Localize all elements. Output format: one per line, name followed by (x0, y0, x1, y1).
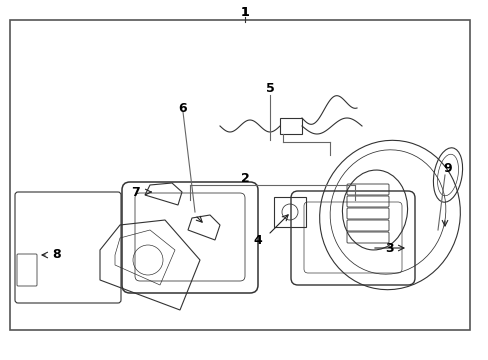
Text: 7: 7 (130, 185, 139, 198)
Text: 1: 1 (240, 5, 249, 18)
Text: 4: 4 (253, 234, 262, 247)
Text: 5: 5 (265, 81, 274, 95)
Text: 2: 2 (240, 171, 249, 185)
Text: 1: 1 (240, 5, 249, 18)
Text: 9: 9 (443, 162, 451, 175)
Text: 3: 3 (384, 242, 393, 255)
Text: 6: 6 (178, 102, 187, 114)
Text: 8: 8 (53, 248, 61, 261)
